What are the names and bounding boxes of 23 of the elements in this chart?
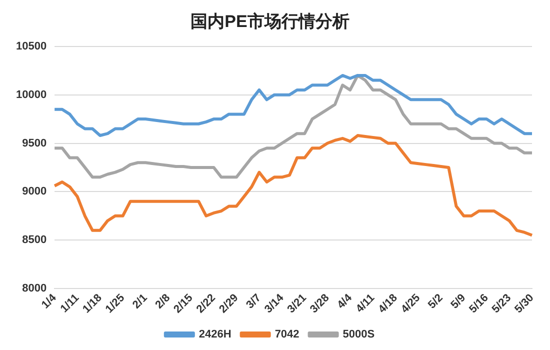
- x-tick-label: 4/11: [354, 292, 378, 316]
- y-tick-label: 8500: [22, 234, 47, 246]
- y-tick-label: 10500: [16, 40, 47, 52]
- x-tick-label: 5/23: [490, 292, 514, 316]
- y-tick-label: 10000: [16, 88, 47, 101]
- legend-label: 5000S: [342, 328, 375, 341]
- x-tick-label: 4/4: [335, 291, 356, 312]
- x-tick-label: 3/21: [285, 292, 309, 316]
- legend-label: 7042: [274, 328, 300, 341]
- x-tick-label: 1/11: [58, 292, 82, 316]
- x-tick-label: 2/8: [153, 292, 173, 312]
- x-tick-label: 5/30: [512, 292, 536, 316]
- x-tick-label: 3/7: [244, 292, 264, 312]
- x-tick-label: 2/1: [130, 292, 150, 312]
- x-tick-label: 5/9: [448, 292, 468, 312]
- x-tick-label: 4/18: [376, 292, 400, 316]
- y-tick-label: 9000: [22, 186, 47, 198]
- y-tick-label: 9500: [22, 137, 47, 150]
- x-tick-label: 5/16: [467, 292, 491, 316]
- chart-title: 国内PE市场行情分析: [190, 12, 350, 31]
- x-tick-label: 5/2: [426, 292, 446, 312]
- x-tick-label: 3/28: [308, 292, 332, 316]
- legend-label: 2426H: [198, 328, 232, 341]
